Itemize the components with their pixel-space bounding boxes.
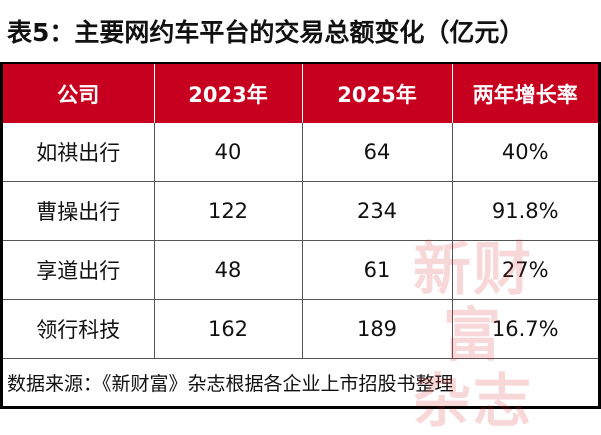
table-row: 曹操出行 122 234 91.8% [3, 181, 598, 241]
cell-2025: 234 [302, 181, 453, 241]
cell-2025: 61 [302, 240, 453, 300]
cell-growth: 40% [452, 123, 598, 182]
cell-company: 领行科技 [3, 299, 155, 359]
data-table-container: 公司 2023年 2025年 两年增长率 如祺出行 40 64 40% 曹操出行… [0, 62, 601, 409]
cell-2025: 64 [302, 123, 453, 182]
header-2023: 2023年 [154, 64, 303, 123]
table-title: 表5：主要网约车平台的交易总额变化（亿元） [7, 18, 525, 47]
cell-growth: 27% [452, 240, 598, 300]
cell-2025: 189 [302, 299, 453, 359]
cell-company: 享道出行 [3, 240, 155, 300]
cell-growth: 16.7% [452, 299, 598, 359]
header-company: 公司 [3, 64, 155, 123]
cell-company: 如祺出行 [3, 123, 155, 182]
cell-2023: 162 [154, 299, 303, 359]
cell-2023: 122 [154, 181, 303, 241]
table-row: 领行科技 162 189 16.7% [3, 299, 598, 359]
header-growth: 两年增长率 [452, 64, 598, 123]
table-row: 如祺出行 40 64 40% [3, 123, 598, 182]
cell-growth: 91.8% [452, 181, 598, 241]
cell-2023: 40 [154, 123, 303, 182]
table-row: 享道出行 48 61 27% [3, 240, 598, 300]
table-header-row: 公司 2023年 2025年 两年增长率 [3, 64, 598, 123]
source-note: 数据来源：《新财富》杂志根据各企业上市招股书整理 [3, 358, 598, 409]
cell-2023: 48 [154, 240, 303, 300]
header-2025: 2025年 [302, 64, 453, 123]
source-row: 数据来源：《新财富》杂志根据各企业上市招股书整理 [3, 358, 598, 409]
cell-company: 曹操出行 [3, 181, 155, 241]
data-table: 公司 2023年 2025年 两年增长率 如祺出行 40 64 40% 曹操出行… [3, 64, 598, 409]
